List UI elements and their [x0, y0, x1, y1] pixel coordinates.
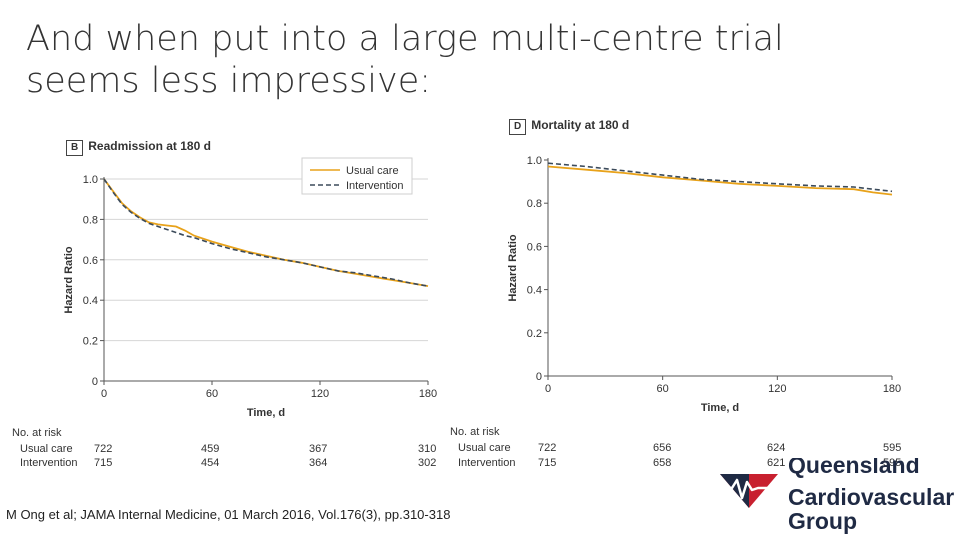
y-tick-label: 0 [536, 371, 542, 383]
risk-value: 722 [538, 442, 557, 454]
panel-b-letter: B [66, 140, 84, 156]
x-tick-label: 120 [311, 388, 329, 400]
y-tick-label: 0.8 [83, 214, 98, 226]
risk-value: 459 [201, 443, 220, 455]
y-tick-label: 0.4 [83, 295, 98, 307]
y-tick-label: 1.0 [527, 155, 542, 167]
risk-value: 367 [309, 443, 328, 455]
risk-value: 595 [883, 457, 902, 469]
logo-line-1: Queensland [788, 458, 920, 478]
x-tick-label: 60 [206, 388, 218, 400]
panel-d-label: D Mortality at 180 d [509, 118, 629, 135]
x-tick-label: 180 [883, 383, 901, 395]
x-tick-label: 180 [419, 388, 437, 400]
panel-b-title: Readmission at 180 d [88, 139, 211, 153]
risk-value: 656 [653, 442, 672, 454]
risk-value: 595 [883, 442, 902, 454]
qcg-logo-icon [718, 474, 780, 508]
risk-header-b: No. at risk [12, 427, 62, 439]
slide-title: And when put into a large multi-centre t… [26, 18, 826, 102]
panel-d-title: Mortality at 180 d [531, 118, 630, 132]
usual-care-line [103, 178, 429, 287]
risk-label-b-intervention: Intervention [20, 457, 78, 469]
y-tick-label: 0.2 [83, 336, 98, 348]
x-tick-label: 60 [657, 383, 669, 395]
risk-value: 302 [418, 457, 437, 469]
panel-d-letter: D [509, 119, 527, 135]
risk-value: 658 [653, 457, 672, 469]
readmission-chart: 0 0.2 0.4 0.6 0.8 1.0 0 60 120 180 Time, d Hazard R… [63, 157, 437, 419]
x-tick-label: 0 [545, 383, 551, 395]
legend-label: Usual care [346, 165, 399, 177]
y-tick-label: 0.2 [527, 328, 542, 340]
y-axis-label: Hazard Ratio [63, 246, 75, 314]
risk-header-d: No. at risk [450, 426, 500, 438]
citation: M Ong et al; JAMA Internal Medicine, 01 … [6, 507, 451, 522]
usual-care-line [547, 165, 893, 196]
legend-box [301, 157, 413, 195]
risk-value: 364 [309, 457, 328, 469]
risk-value: 715 [94, 457, 113, 469]
y-tick-label: 1.0 [83, 174, 98, 186]
logo-line-2: Cardiovascular [788, 484, 955, 510]
risk-value: 454 [201, 457, 220, 469]
legend: Usual care Intervention [301, 157, 413, 195]
risk-value: 310 [418, 443, 437, 455]
risk-value: 715 [538, 457, 557, 469]
x-axis-label: Time, d [701, 402, 739, 414]
x-axis-label: Time, d [247, 407, 285, 419]
legend-label: Intervention [346, 180, 403, 192]
y-axis-label: Hazard Ratio [507, 234, 519, 302]
x-tick-label: 0 [101, 388, 107, 400]
mortality-chart: 0 0.2 0.4 0.6 0.8 1.0 0 60 120 180 Time, d Hazard R… [507, 155, 901, 414]
panel-b-label: B Readmission at 180 d [66, 139, 211, 156]
risk-value: 722 [94, 443, 113, 455]
risk-label-d-intervention: Intervention [458, 457, 516, 469]
risk-value: 621 [767, 457, 786, 469]
y-tick-label: 0.4 [527, 285, 542, 297]
logo-line-1-text: Queensland [788, 458, 920, 478]
slide-title-line-2: seems less impressive: [26, 61, 432, 101]
risk-value: 624 [767, 442, 786, 454]
risk-label-d-usual: Usual care [458, 442, 511, 454]
y-tick-label: 0.6 [83, 255, 98, 267]
intervention-line [547, 162, 893, 193]
y-tick-label: 0.8 [527, 198, 542, 210]
y-tick-label: 0 [92, 376, 98, 388]
intervention-line [103, 178, 429, 287]
x-tick-label: 120 [768, 383, 786, 395]
y-tick-label: 0.6 [527, 241, 542, 253]
slide-title-line-1: And when put into a large multi-centre t… [26, 19, 784, 59]
logo-line-3: Group [788, 508, 857, 534]
risk-label-b-usual: Usual care [20, 443, 73, 455]
